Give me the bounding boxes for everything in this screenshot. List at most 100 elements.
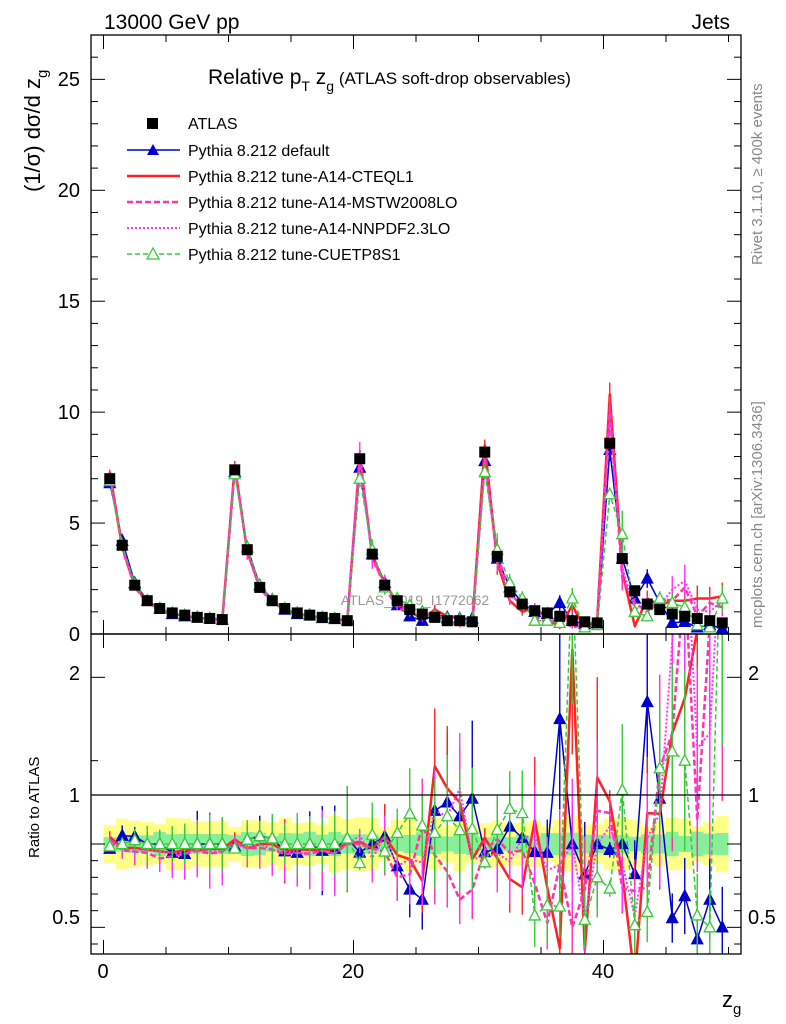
point-atlas-32 [504, 586, 516, 598]
series-ratio-5 [103, 471, 728, 954]
line-ratio-5 [109, 634, 719, 929]
main-y-tick-labels: 0 5 10 15 20 25 [58, 69, 80, 646]
point-ratio-5-13 [265, 831, 279, 844]
x-axis-label-sub: g [733, 1001, 741, 1018]
ytick-ratio-2-right: 2 [748, 663, 759, 685]
point-ratio-5-22 [378, 844, 392, 857]
category-label: Jets [691, 11, 730, 34]
point-ratio-5-1 [115, 836, 129, 850]
point-ratio-5-21 [365, 827, 379, 840]
title-sub-t: T [301, 78, 310, 94]
point-main-5-40 [603, 486, 617, 500]
chart-title: Relative pT zg (ATLAS soft-drop observab… [208, 66, 571, 94]
point-ratio-5-0 [103, 838, 117, 852]
legend-label-mstw: Pythia 8.212 tune-A14-MSTW2008LO [188, 195, 457, 212]
ytick-ratio-1: 1 [69, 785, 80, 807]
point-ratio-5-7 [190, 836, 204, 850]
point-ratio-5-25 [415, 818, 429, 831]
y-axis-label-main: (1/σ) dσ/d z [20, 78, 45, 192]
point-ratio-5-43 [640, 904, 654, 918]
point-atlas-20 [354, 453, 366, 465]
point-atlas-35 [541, 607, 553, 619]
point-ratio-1-45 [665, 910, 679, 924]
point-atlas-40 [604, 437, 616, 449]
point-ratio-1-36 [553, 711, 567, 725]
point-ratio-5-48 [703, 919, 717, 933]
point-ratio-5-38 [578, 912, 592, 925]
point-atlas-27 [441, 615, 453, 627]
point-ratio-5-33 [515, 805, 529, 819]
point-atlas-48 [704, 615, 716, 627]
point-main-1-45 [665, 615, 679, 629]
point-atlas-9 [216, 614, 228, 626]
point-ratio-5-11 [240, 832, 254, 845]
point-ratio-5-9 [215, 836, 229, 850]
point-ratio-5-30 [478, 854, 492, 868]
point-atlas-14 [279, 602, 291, 614]
point-atlas-37 [566, 615, 578, 627]
point-atlas-30 [479, 446, 491, 458]
main-plot-series [103, 382, 729, 634]
point-main-5-45 [665, 595, 679, 609]
point-atlas-24 [404, 604, 416, 616]
ytick-ratio-05: 0.5 [52, 907, 80, 929]
point-atlas-8 [204, 612, 216, 624]
title-rest: (ATLAS soft-drop observables) [334, 69, 571, 88]
point-main-5-30 [478, 464, 492, 478]
point-main-5-35 [540, 613, 554, 626]
point-atlas-17 [316, 611, 328, 623]
axis-ticks [91, 35, 741, 954]
point-atlas-34 [529, 605, 541, 617]
point-ratio-5-45 [665, 744, 679, 757]
ytick-main-15: 15 [58, 291, 80, 313]
point-ratio-5-49 [717, 471, 728, 482]
point-ratio-1-49 [715, 919, 729, 933]
legend-entry-default: Pythia 8.212 default [127, 143, 330, 160]
point-atlas-38 [579, 616, 591, 628]
point-ratio-1-46 [678, 888, 692, 902]
point-ratio-5-29 [465, 821, 479, 834]
point-ratio-5-15 [290, 836, 304, 850]
point-ratio-5-46 [678, 753, 692, 766]
legend-entry-cteql1: Pythia 8.212 tune-A14-CTEQL1 [127, 169, 414, 186]
ytick-ratio-05-right: 0.5 [748, 907, 776, 929]
title-main: Relative p [208, 66, 301, 89]
point-atlas-41 [616, 553, 628, 565]
point-ratio-5-36 [553, 899, 567, 912]
legend-marker-atlas [147, 118, 158, 129]
point-atlas-26 [429, 611, 441, 623]
legend-label-cteql1: Pythia 8.212 tune-A14-CTEQL1 [188, 169, 414, 186]
point-main-5-41 [615, 526, 629, 540]
point-atlas-42 [629, 585, 641, 597]
point-main-1-36 [553, 595, 567, 609]
series-main-atlas [104, 437, 728, 629]
point-atlas-44 [654, 604, 666, 616]
point-main-5-36 [553, 615, 567, 629]
y-axis-label: (1/σ) dσ/d zg [20, 70, 51, 192]
point-ratio-5-8 [203, 836, 217, 850]
ytick-main-10: 10 [58, 402, 80, 424]
xtick-20: 20 [342, 961, 364, 983]
legend-entry-cuetp8s1: Pythia 8.212 tune-CUETP8S1 [127, 246, 401, 264]
x-axis-label-main: z [722, 987, 733, 1012]
line-ratio-4 [109, 634, 717, 921]
point-ratio-5-12 [253, 828, 267, 842]
point-atlas-39 [591, 617, 603, 629]
point-ratio-5-3 [140, 836, 154, 850]
legend-label-cuetp8s1: Pythia 8.212 tune-CUETP8S1 [188, 247, 401, 264]
point-ratio-5-26 [428, 825, 442, 839]
title-z: z [310, 66, 326, 89]
point-atlas-18 [329, 612, 341, 624]
point-atlas-10 [229, 464, 241, 476]
analysis-watermark: ATLAS_2019_I1772062 [341, 592, 490, 608]
x-axis-label: zg [722, 987, 741, 1018]
point-ratio-5-40 [603, 881, 617, 894]
point-atlas-1 [116, 539, 128, 551]
legend-entry-atlas: ATLAS [147, 116, 238, 133]
point-ratio-5-37 [567, 560, 578, 571]
point-ratio-5-41 [615, 782, 629, 796]
point-ratio-5-16 [303, 836, 317, 850]
line-ratio-2 [108, 634, 698, 954]
point-main-5-37 [565, 591, 579, 604]
point-atlas-11 [241, 544, 253, 556]
